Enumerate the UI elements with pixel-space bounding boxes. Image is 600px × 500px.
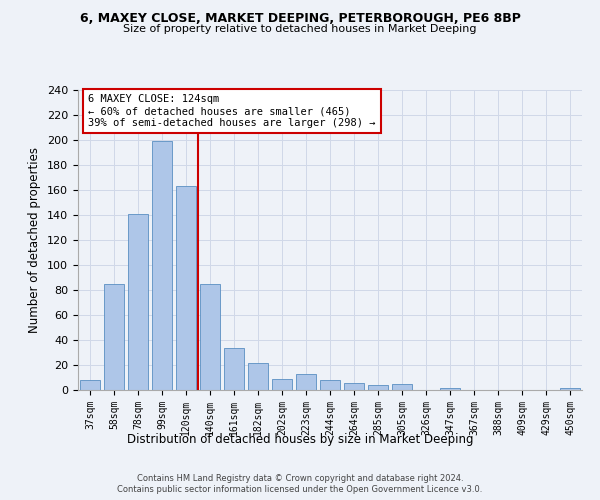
Bar: [392, 384, 412, 390]
Bar: [272, 379, 292, 390]
Bar: [80, 380, 100, 390]
Bar: [344, 382, 364, 390]
Text: Size of property relative to detached houses in Market Deeping: Size of property relative to detached ho…: [123, 24, 477, 34]
Text: Contains public sector information licensed under the Open Government Licence v3: Contains public sector information licen…: [118, 485, 482, 494]
Text: 6, MAXEY CLOSE, MARKET DEEPING, PETERBOROUGH, PE6 8BP: 6, MAXEY CLOSE, MARKET DEEPING, PETERBOR…: [80, 12, 520, 26]
Y-axis label: Number of detached properties: Number of detached properties: [28, 147, 41, 333]
Bar: [200, 284, 220, 390]
Bar: [128, 214, 148, 390]
Bar: [176, 186, 196, 390]
Bar: [320, 380, 340, 390]
Bar: [296, 374, 316, 390]
Bar: [248, 362, 268, 390]
Text: Distribution of detached houses by size in Market Deeping: Distribution of detached houses by size …: [127, 432, 473, 446]
Bar: [224, 348, 244, 390]
Bar: [104, 284, 124, 390]
Bar: [560, 388, 580, 390]
Bar: [152, 141, 172, 390]
Text: 6 MAXEY CLOSE: 124sqm
← 60% of detached houses are smaller (465)
39% of semi-det: 6 MAXEY CLOSE: 124sqm ← 60% of detached …: [88, 94, 376, 128]
Bar: [440, 388, 460, 390]
Text: Contains HM Land Registry data © Crown copyright and database right 2024.: Contains HM Land Registry data © Crown c…: [137, 474, 463, 483]
Bar: [368, 385, 388, 390]
